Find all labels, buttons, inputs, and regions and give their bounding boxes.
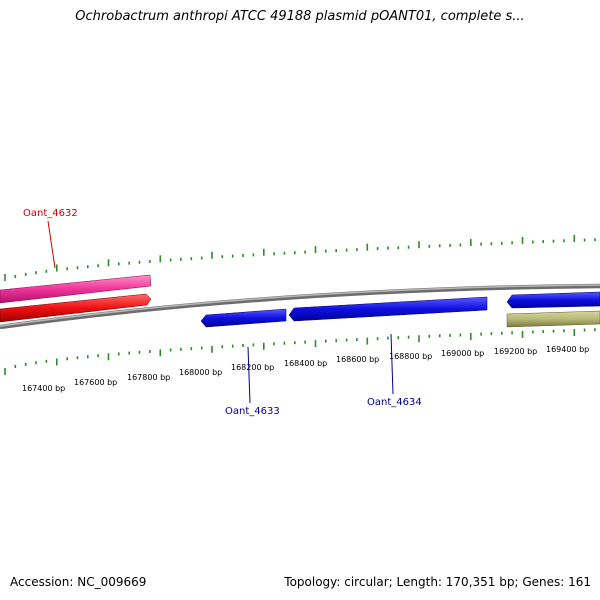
tick-label-167600: 167600 bp bbox=[74, 378, 117, 387]
tick-label-168400: 168400 bp bbox=[284, 359, 327, 368]
tick-label-167400: 167400 bp bbox=[22, 384, 65, 393]
tick-label-168800: 168800 bp bbox=[389, 352, 432, 361]
gene-oant-4633[interactable] bbox=[200, 308, 287, 328]
label-line-oant-4632 bbox=[47, 220, 56, 269]
tick-label-167800: 167800 bp bbox=[127, 373, 170, 382]
plasmid-backbone-highlight bbox=[0, 284, 600, 327]
gene-label-oant-4633[interactable]: Oant_4633 bbox=[225, 406, 280, 417]
tick-label-168600: 168600 bp bbox=[336, 355, 379, 364]
gene-red-arrow[interactable] bbox=[0, 293, 152, 323]
tick-label-169400: 169400 bp bbox=[546, 345, 589, 354]
map-title: Ochrobactrum anthropi ATCC 49188 plasmid… bbox=[75, 9, 525, 24]
tick-label-168200: 168200 bp bbox=[231, 363, 274, 372]
plasmid-backbone bbox=[0, 283, 600, 330]
outer-scale-ticks bbox=[4, 235, 596, 281]
gene-oant-4634[interactable] bbox=[288, 296, 488, 322]
gene-label-oant-4634[interactable]: Oant_4634 bbox=[367, 397, 422, 408]
tick-label-169000: 169000 bp bbox=[441, 349, 484, 358]
accession-text: Accession: NC_009669 bbox=[10, 575, 147, 589]
tick-label-169200: 169200 bp bbox=[494, 347, 537, 356]
label-line-oant-4634 bbox=[390, 333, 394, 395]
gene-blue-right[interactable] bbox=[506, 291, 600, 309]
topology-summary: Topology: circular; Length: 170,351 bp; … bbox=[284, 575, 591, 589]
gene-oant-4632-pink[interactable] bbox=[0, 274, 152, 304]
label-line-oant-4633 bbox=[247, 346, 251, 404]
gene-label-oant-4632[interactable]: Oant_4632 bbox=[23, 208, 78, 219]
tick-label-168000: 168000 bp bbox=[179, 368, 222, 377]
gene-olive[interactable] bbox=[506, 310, 600, 328]
inner-scale-ticks bbox=[4, 328, 596, 375]
